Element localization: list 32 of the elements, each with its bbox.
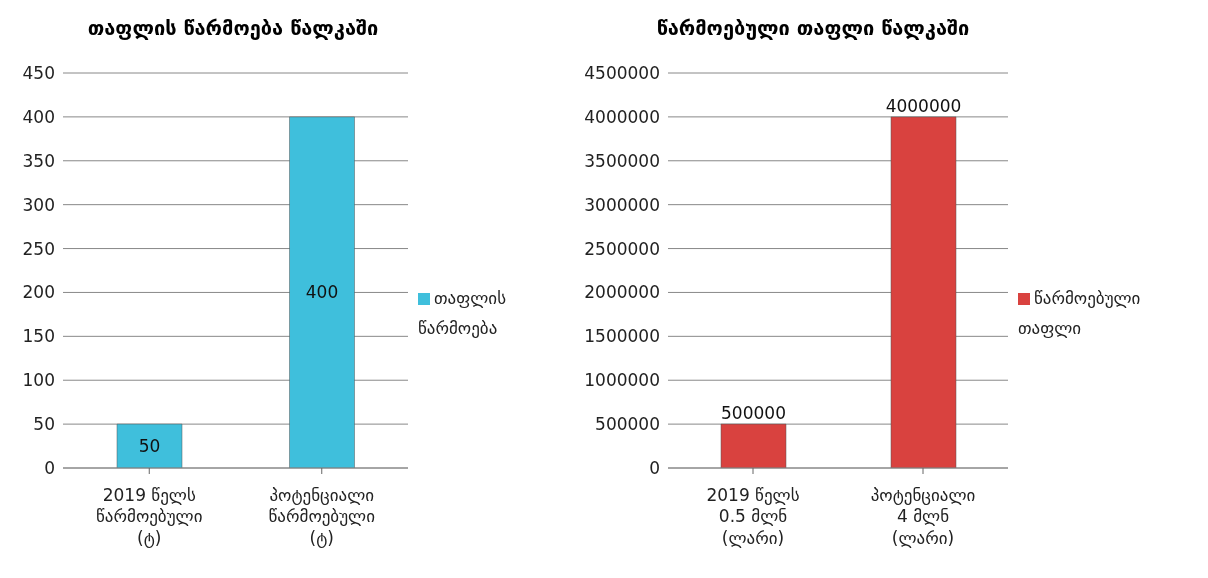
y-tick-label: 150	[22, 326, 55, 347]
y-tick-label: 2500000	[584, 238, 660, 259]
x-tick-label: 2019 წელს 0.5 მლნ (ლარი)	[706, 485, 800, 548]
y-tick-label: 200	[22, 282, 55, 303]
x-tick-label: პოტენციალი 4 მლნ (ლარი)	[870, 485, 976, 548]
data-label: 500000	[721, 403, 786, 424]
y-tick-label: 0	[44, 458, 55, 479]
y-tick-label: 3000000	[584, 194, 660, 215]
y-tick-label: 350	[22, 150, 55, 171]
y-tick-label: 0	[649, 458, 660, 479]
x-tick-label: 2019 წელს წარმოებული (ტ)	[96, 485, 203, 548]
y-tick-label: 3500000	[584, 150, 660, 171]
y-tick-label: 400	[22, 106, 55, 127]
chart-title: წარმოებული თაფლი წალკაში	[655, 15, 971, 42]
y-tick-label: 450	[22, 63, 55, 84]
y-tick-label: 300	[22, 194, 55, 215]
chart-title: თაფლის წარმოება წალკაში	[86, 15, 380, 42]
y-tick-label: 4000000	[584, 106, 660, 127]
data-label: 50	[138, 436, 161, 457]
x-tick-label: პოტენციალი წარმოებული (ტ)	[268, 485, 375, 548]
y-tick-label: 1000000	[584, 370, 660, 391]
data-label: 400	[305, 282, 339, 303]
y-tick-label: 250	[22, 238, 55, 259]
data-label: 4000000	[885, 95, 962, 116]
legend-label: წარმოებული თაფლი	[1018, 288, 1141, 338]
y-tick-label: 2000000	[584, 282, 660, 303]
y-tick-label: 4500000	[584, 63, 660, 84]
y-tick-label: 1500000	[584, 326, 660, 347]
legend-label: თაფლის წარმოება	[418, 288, 507, 338]
y-tick-label: 100	[22, 370, 55, 391]
y-tick-label: 50	[33, 414, 55, 435]
y-tick-label: 500000	[595, 414, 660, 435]
